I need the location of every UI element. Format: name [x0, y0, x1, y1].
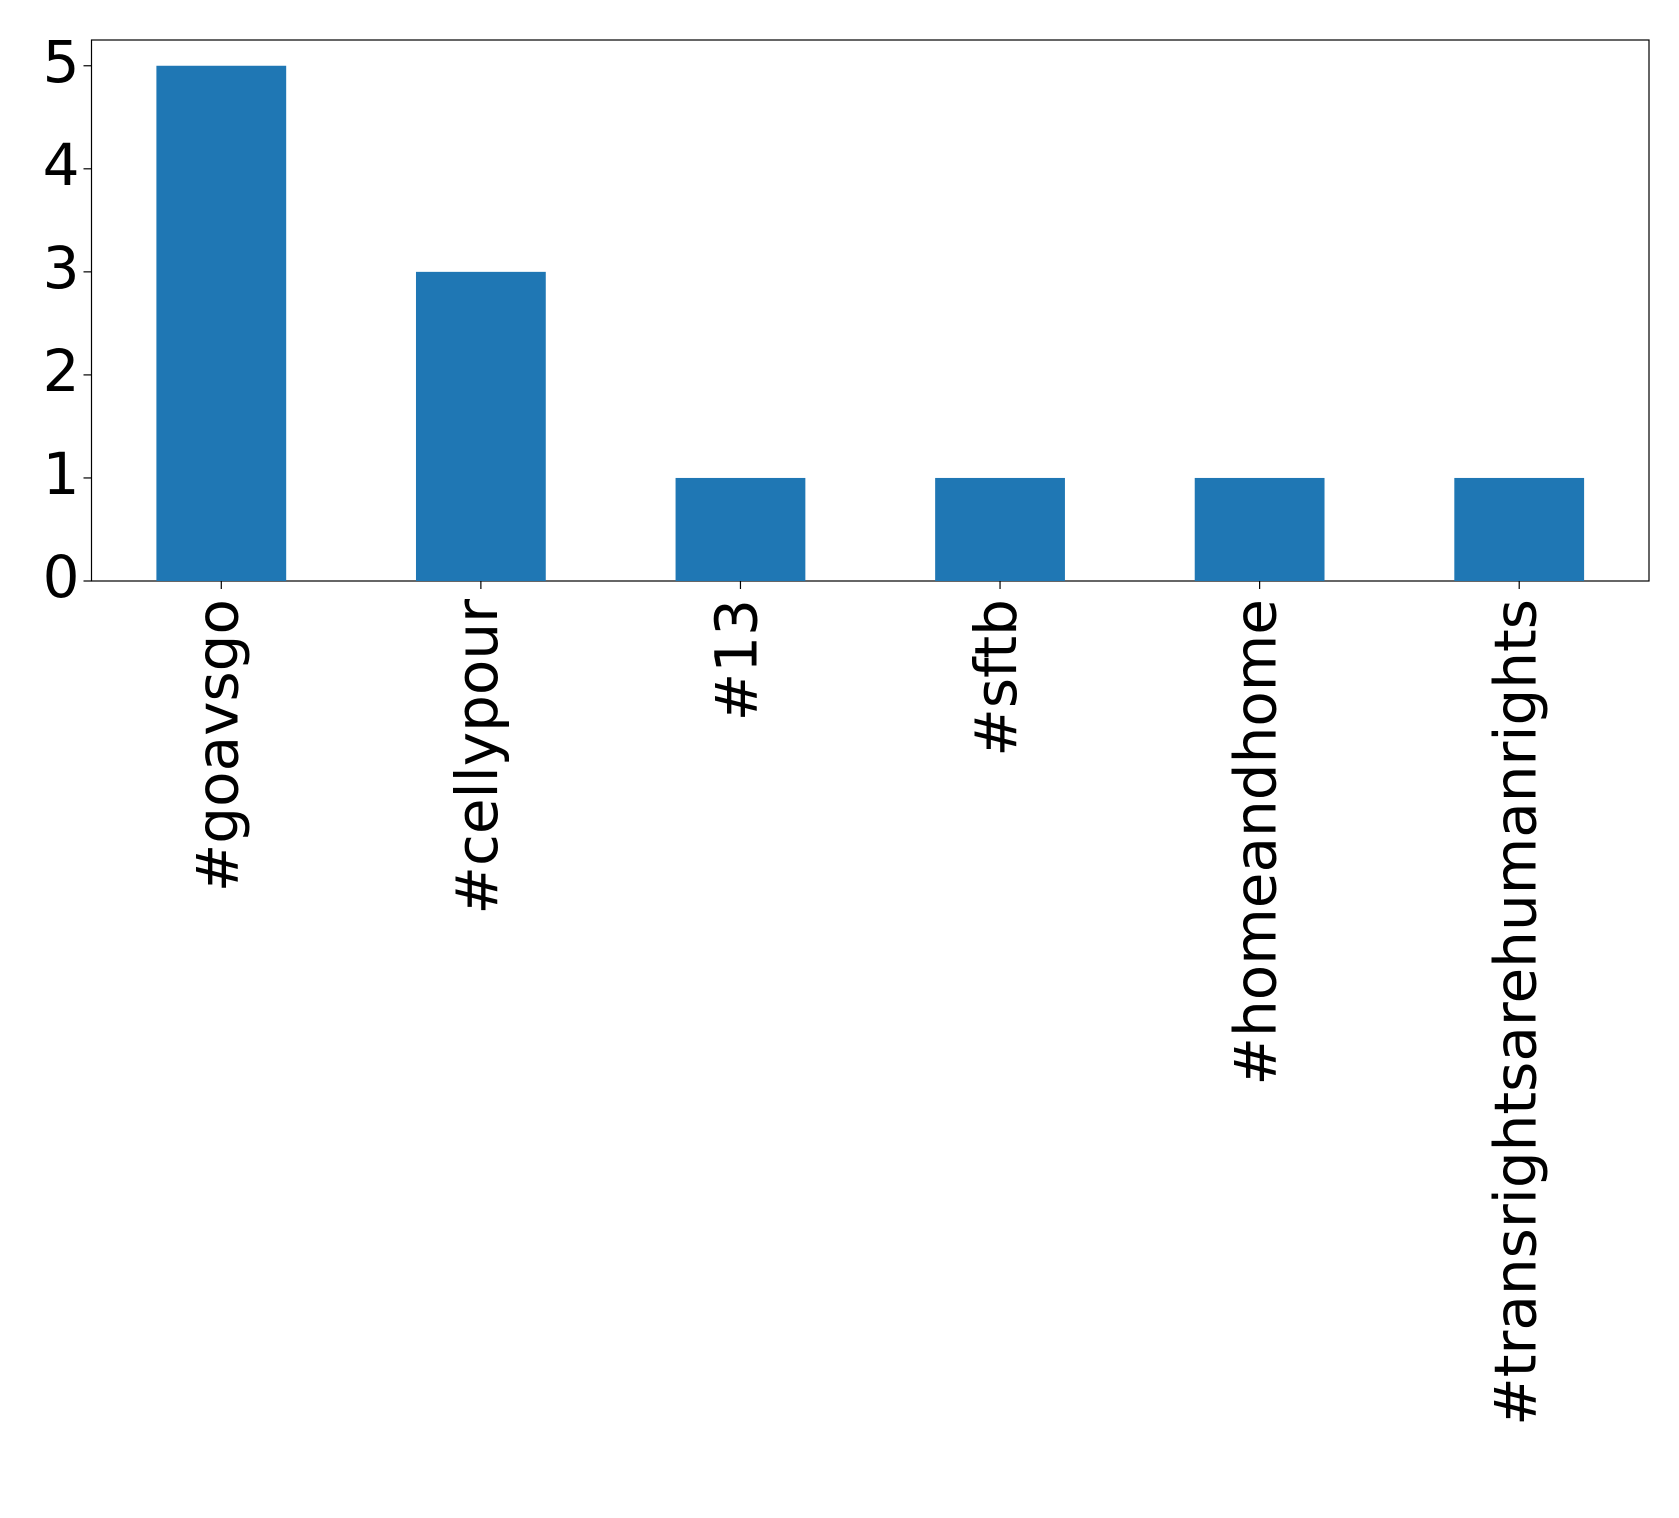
y-tick-label: 5 [43, 28, 80, 96]
bar [1454, 477, 1585, 581]
bar [415, 271, 546, 581]
bar [935, 477, 1065, 581]
y-tick-label: 0 [43, 543, 80, 611]
y-tick-label: 2 [43, 337, 80, 405]
x-tick-label: #homeandhome [1222, 599, 1290, 1086]
y-tick-label: 3 [43, 234, 80, 302]
bar [675, 477, 806, 581]
bar [1194, 477, 1325, 581]
x-tick-label: #cellypour [443, 599, 511, 915]
x-tick-label: #goavsgo [183, 599, 251, 892]
x-tick-label: #sftb [962, 599, 1030, 757]
y-tick-label: 4 [43, 131, 80, 199]
y-tick-label: 1 [43, 440, 80, 508]
x-tick-label: #13 [703, 599, 771, 721]
x-tick-label: #transrightsarehumanrights [1481, 599, 1549, 1426]
bar [156, 65, 287, 581]
plot-frame [90, 39, 1650, 582]
